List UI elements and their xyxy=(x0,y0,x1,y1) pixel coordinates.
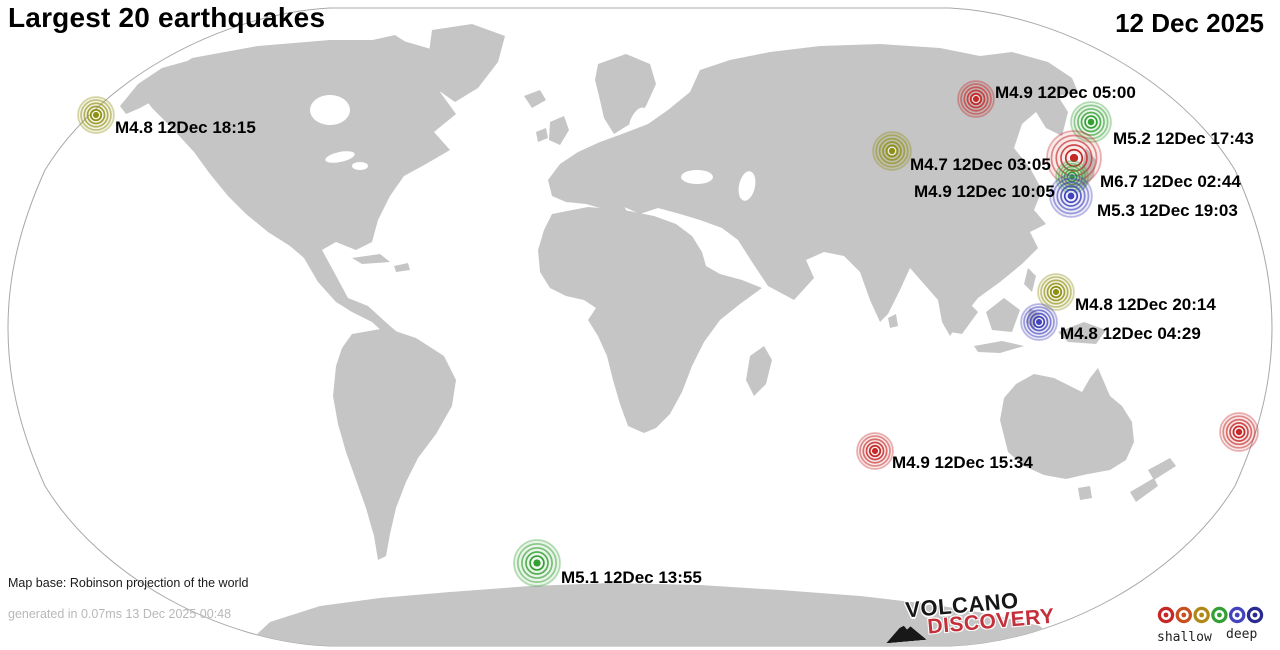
quake-label: M5.1 12Dec 13:55 xyxy=(561,568,702,587)
quake-label: M4.9 12Dec 10:05 xyxy=(914,182,1055,201)
quake-marker[interactable] xyxy=(1049,174,1093,218)
quake-marker[interactable] xyxy=(513,539,561,587)
map-base-note: Map base: Robinson projection of the wor… xyxy=(8,576,249,590)
quake-marker[interactable] xyxy=(872,131,912,171)
quake-label: M4.8 12Dec 18:15 xyxy=(115,118,256,137)
quake-label: M4.7 12Dec 03:05 xyxy=(910,155,1051,174)
generated-note: generated in 0.07ms 13 Dec 2025 00:48 xyxy=(8,607,232,621)
quake-marker[interactable] xyxy=(1219,412,1259,452)
legend-shallow-label: shallow xyxy=(1157,630,1212,645)
page-title: Largest 20 earthquakes xyxy=(8,2,326,33)
inland-seas xyxy=(310,95,756,201)
quake-label: M6.7 12Dec 02:44 xyxy=(1100,172,1241,191)
quake-marker[interactable] xyxy=(1037,273,1075,311)
legend-deep-label: deep xyxy=(1226,627,1258,642)
quake-label: M4.8 12Dec 04:29 xyxy=(1060,324,1201,343)
quake-marker[interactable] xyxy=(77,96,115,134)
quake-marker[interactable] xyxy=(856,432,894,470)
quake-label: M4.9 12Dec 05:00 xyxy=(995,83,1136,102)
map-date: 12 Dec 2025 xyxy=(1115,8,1264,38)
depth-legend: shallow deep xyxy=(1156,603,1272,649)
quake-label: M4.8 12Dec 20:14 xyxy=(1075,295,1216,314)
quake-label: M4.9 12Dec 15:34 xyxy=(892,453,1033,472)
continents xyxy=(120,24,1176,646)
quake-label: M5.2 12Dec 17:43 xyxy=(1113,129,1254,148)
depth-legend-circles xyxy=(1157,606,1264,624)
quake-marker[interactable] xyxy=(1020,303,1058,341)
quake-label: M5.3 12Dec 19:03 xyxy=(1097,201,1238,220)
quake-marker[interactable] xyxy=(957,80,995,118)
